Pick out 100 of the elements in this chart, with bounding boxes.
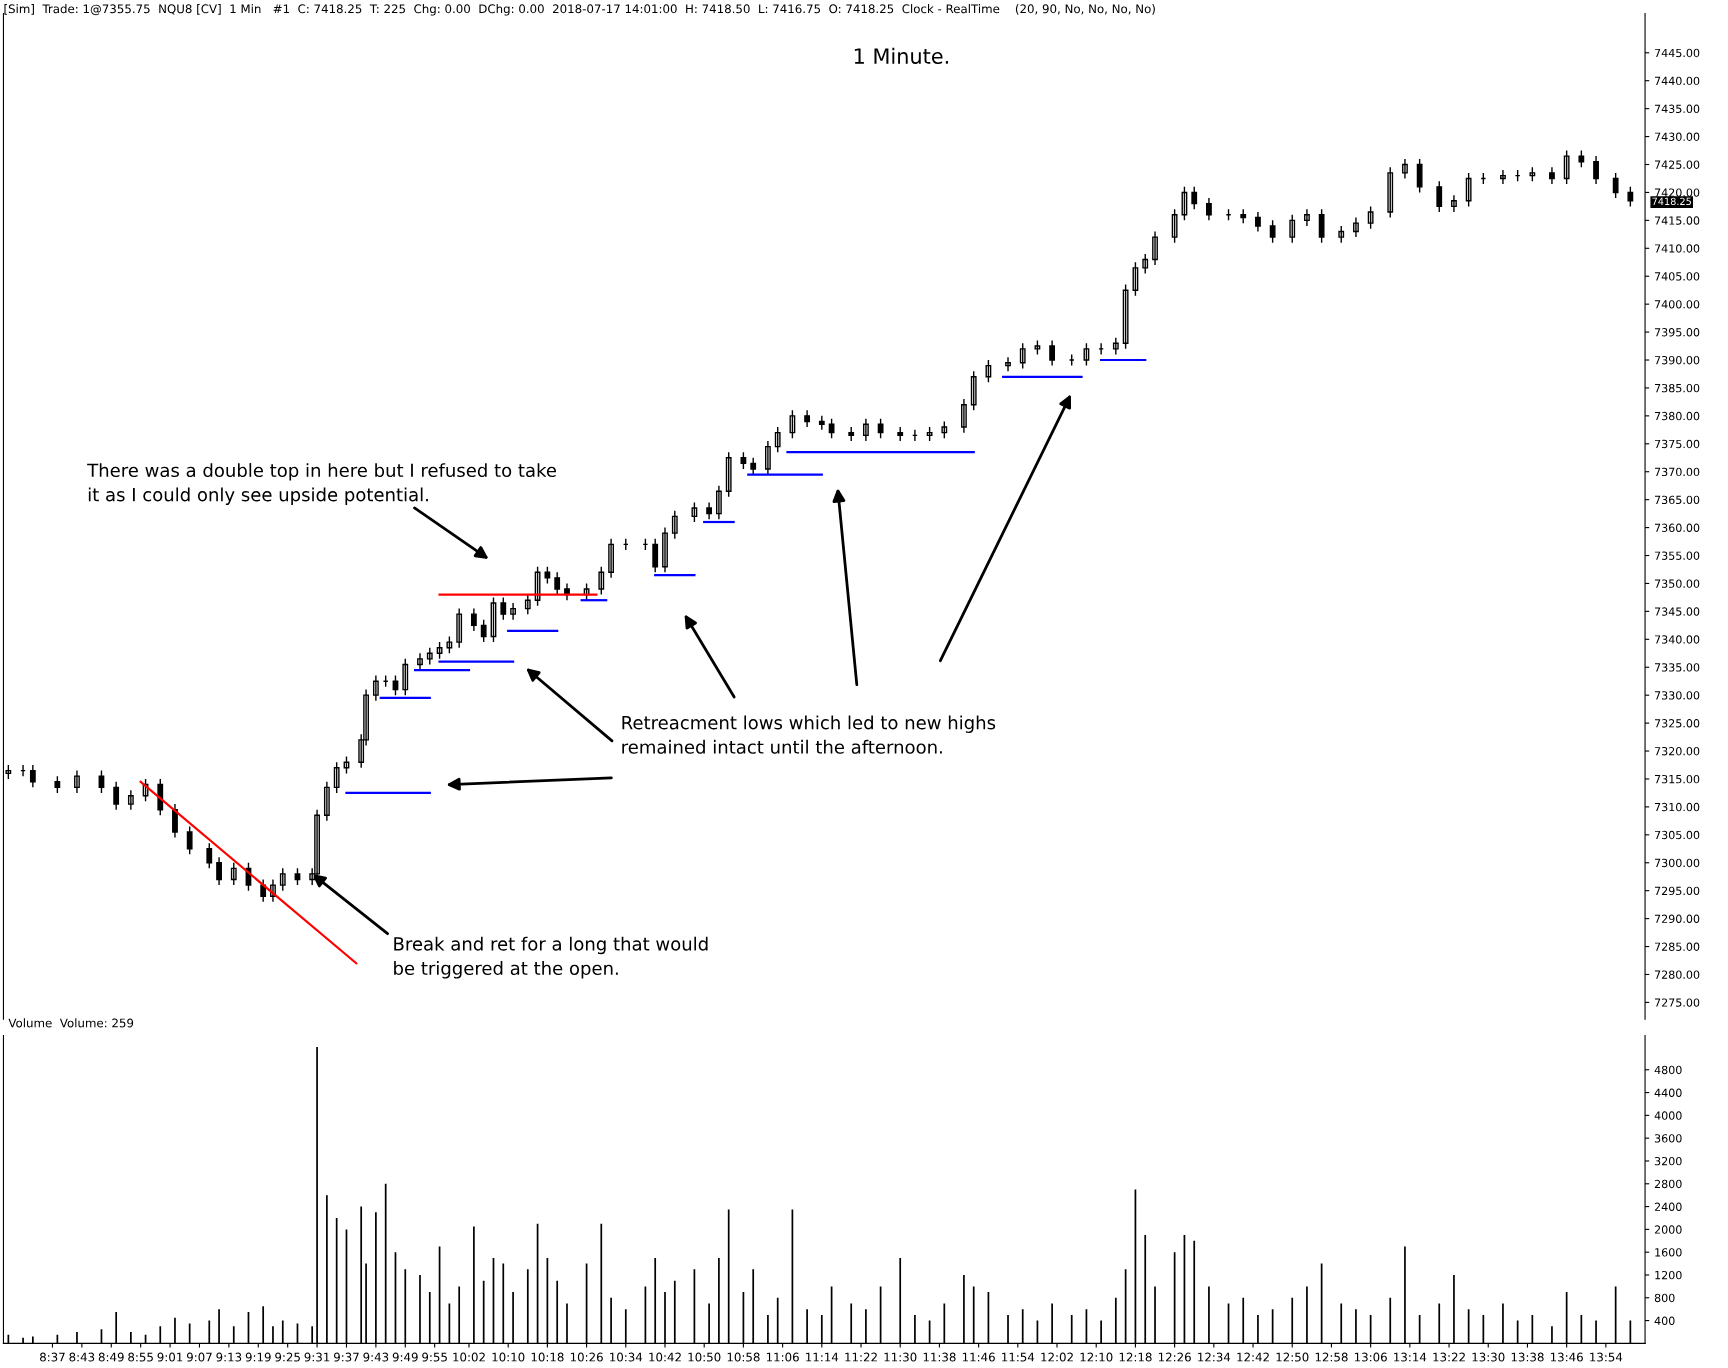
candlestick <box>1304 208 1310 227</box>
candlestick <box>715 485 722 520</box>
y-tick-label: 7275.00 <box>1655 998 1700 1007</box>
candlestick <box>1500 169 1506 185</box>
x-tick-label: 13:06 <box>1354 1352 1387 1362</box>
x-tick-label: 10:02 <box>453 1352 485 1362</box>
candlestick <box>622 538 629 551</box>
y-tick-label: 7320.00 <box>1655 747 1700 756</box>
text: 1 Minute. <box>854 47 948 64</box>
y-tick-label: 7430.00 <box>1655 132 1700 141</box>
y-tick-label: 4800 <box>1654 1065 1682 1075</box>
candlestick <box>524 593 531 615</box>
y-tick-label: 7290.00 <box>1655 914 1700 923</box>
y-tick-label: 1600 <box>1655 1248 1682 1257</box>
y-tick-label: 7445.00 <box>1655 48 1700 58</box>
candlestick <box>510 602 516 621</box>
x-tick-label: 12:10 <box>1080 1352 1113 1362</box>
x-tick-label: 9:25 <box>275 1352 300 1362</box>
candlestick <box>1416 158 1423 194</box>
x-tick-label: 13:14 <box>1394 1352 1427 1362</box>
y-tick-label: 7365.00 <box>1655 495 1700 505</box>
text: 7418.25 <box>1652 197 1691 206</box>
y-tick-label: 2800 <box>1654 1179 1682 1189</box>
annotation: Retreacment lows which led to new highs remained intact until the afternoon. <box>622 715 996 754</box>
candlestick <box>642 538 649 551</box>
x-tick-label: 10:10 <box>492 1352 525 1362</box>
y-tick-label: 7395.00 <box>1655 328 1700 337</box>
x-tick-label: 11:38 <box>923 1352 956 1362</box>
y-tick-label: 4400 <box>1654 1088 1682 1097</box>
x-tick-label: 12:26 <box>1158 1352 1191 1362</box>
candlestick <box>804 409 811 428</box>
candlestick <box>1627 186 1634 208</box>
y-tick-label: 7315.00 <box>1655 774 1700 784</box>
chart-title: Volume Volume: 259 <box>8 1018 134 1028</box>
y-tick-label: 2000 <box>1654 1225 1682 1234</box>
x-tick-label: 13:38 <box>1511 1352 1544 1362</box>
candlestick <box>765 440 771 476</box>
candlestick <box>402 658 409 696</box>
x-tick-label: 9:31 <box>304 1352 330 1362</box>
y-tick-label: 7440.00 <box>1655 76 1700 86</box>
candlestick <box>740 451 747 470</box>
candlestick <box>1142 253 1149 275</box>
candlestick <box>1451 194 1457 213</box>
candlestick <box>1289 214 1296 244</box>
y-tick-label: 7280.00 <box>1655 970 1700 979</box>
candlestick <box>1367 205 1374 230</box>
candlestick <box>1098 342 1105 356</box>
candlestick <box>1255 211 1261 233</box>
candlestick <box>1593 155 1599 185</box>
candlestick <box>436 641 443 660</box>
candlestick <box>1240 208 1247 224</box>
candlestick <box>206 842 213 870</box>
x-tick-label: 11:06 <box>766 1352 799 1362</box>
y-tick-label: 3600 <box>1654 1134 1682 1143</box>
candlestick <box>1387 166 1394 219</box>
candlestick <box>970 370 977 411</box>
y-tick-label: 4000 <box>1654 1111 1682 1120</box>
candlestick <box>382 674 389 688</box>
candlestick <box>774 426 781 453</box>
annotation: There was a double top in here but I refused to take it as I could only see upside potential. <box>87 463 557 505</box>
y-tick-label: 7370.00 <box>1655 467 1700 477</box>
candlestick <box>417 652 423 671</box>
y-tick-label: 7405.00 <box>1655 272 1700 281</box>
y-tick-label: 7305.00 <box>1655 830 1700 840</box>
candlestick <box>54 775 61 794</box>
x-tick-label: 12:02 <box>1041 1352 1073 1362</box>
y-tick-label: 800 <box>1654 1293 1675 1303</box>
candlestick <box>1269 219 1276 244</box>
candlestick <box>1005 356 1011 372</box>
candlestick <box>1563 149 1570 185</box>
candlestick <box>897 426 904 442</box>
candlestick <box>260 878 267 903</box>
candlestick <box>1480 172 1487 185</box>
y-tick-label: 7380.00 <box>1655 411 1700 421</box>
candlestick <box>372 674 379 702</box>
candlestick <box>863 417 869 442</box>
x-tick-label: 10:58 <box>727 1352 760 1362</box>
y-tick-label: 7340.00 <box>1655 635 1700 644</box>
y-tick-label: 7415.00 <box>1655 216 1700 225</box>
candlestick <box>1152 230 1158 266</box>
candlestick <box>706 501 712 520</box>
y-tick-label: 7435.00 <box>1655 104 1700 114</box>
candlestick <box>828 417 835 439</box>
candlestick <box>470 607 477 632</box>
y-tick-label: 2400 <box>1654 1202 1682 1211</box>
x-tick-label: 12:34 <box>1198 1352 1231 1362</box>
x-tick-label: 12:42 <box>1237 1352 1269 1362</box>
candlestick <box>750 457 757 476</box>
x-tick-label: 9:37 <box>333 1352 359 1362</box>
candlestick <box>1068 353 1075 367</box>
x-tick-label: 10:50 <box>688 1352 721 1362</box>
candlestick <box>544 565 551 585</box>
candlestick <box>500 596 507 621</box>
candlestick <box>1436 180 1443 213</box>
candlestick <box>725 451 732 498</box>
candlestick <box>1318 208 1325 244</box>
candlestick <box>926 426 933 442</box>
candlestick <box>877 417 884 439</box>
x-tick-label: 12:18 <box>1119 1352 1152 1362</box>
y-tick-label: 7300.00 <box>1655 858 1700 868</box>
